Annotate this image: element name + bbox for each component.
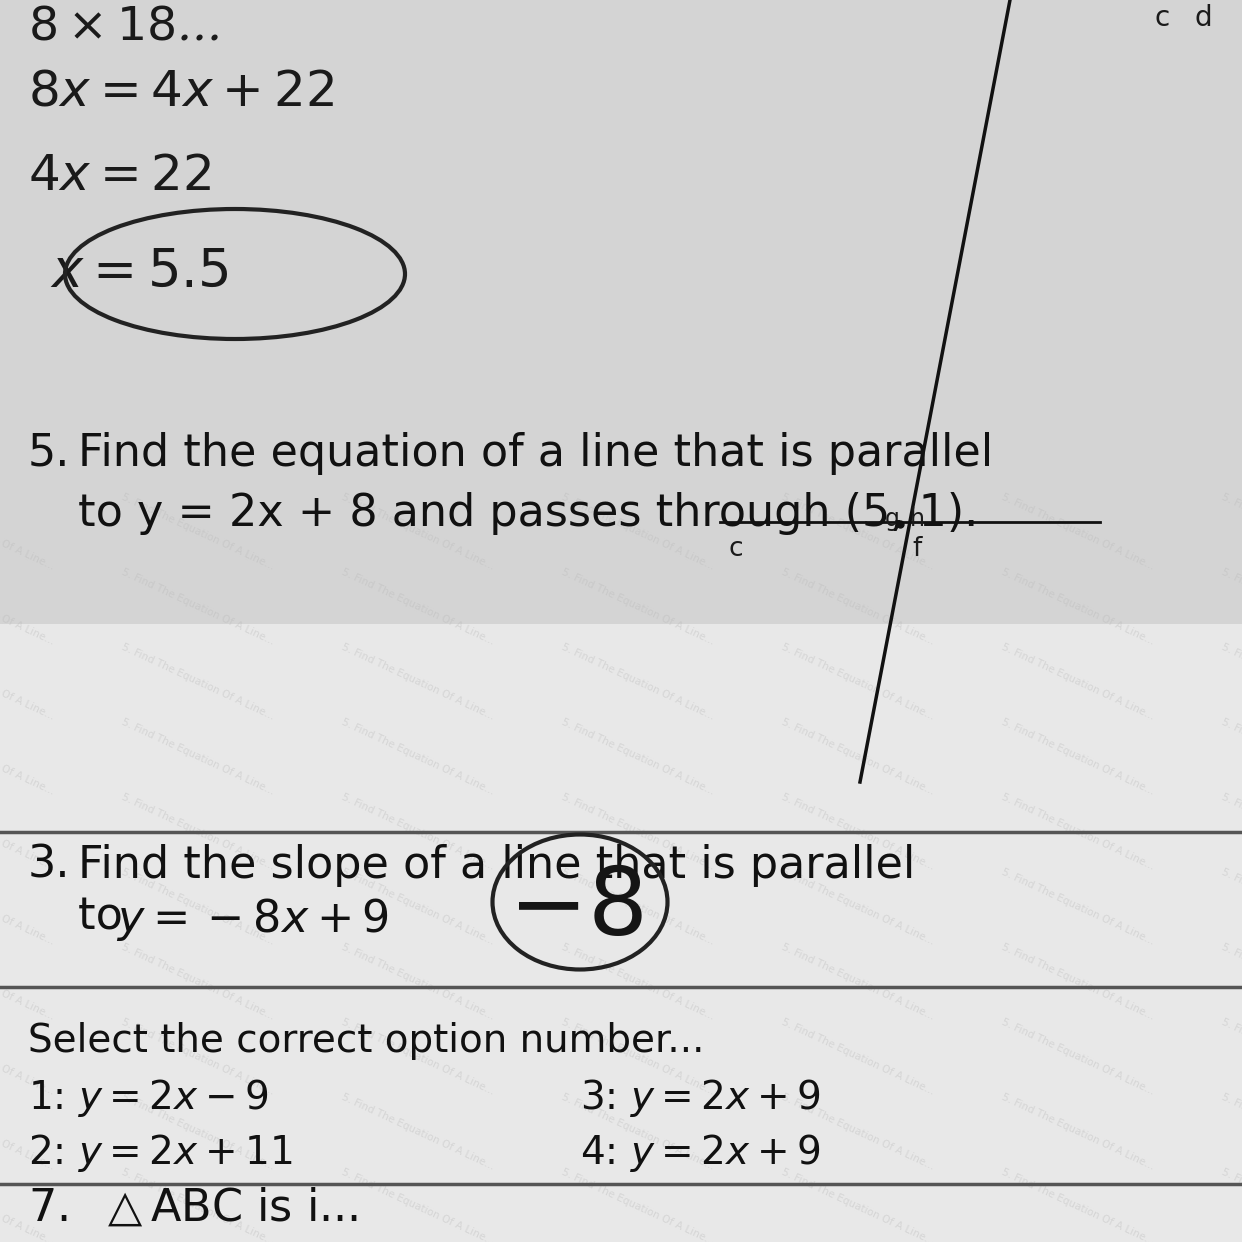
Text: 5. Find The Equation Of A Line...: 5. Find The Equation Of A Line... — [560, 792, 715, 872]
Text: 5. Find The Equation Of A Line...: 5. Find The Equation Of A Line... — [1000, 867, 1156, 946]
Text: 5. Find The Equation Of A Line...: 5. Find The Equation Of A Line... — [0, 642, 56, 722]
Text: 5. Find The Equation Of A Line...: 5. Find The Equation Of A Line... — [1000, 1017, 1156, 1097]
Text: Select the correct option number...: Select the correct option number... — [29, 1022, 704, 1059]
Text: 5. Find The Equation Of A Line...: 5. Find The Equation Of A Line... — [340, 867, 496, 946]
Text: 5. Find The Equation Of A Line...: 5. Find The Equation Of A Line... — [0, 792, 56, 872]
Text: c: c — [1155, 4, 1170, 32]
Text: 5. Find The Equation Of A Line...: 5. Find The Equation Of A Line... — [340, 1167, 496, 1242]
Text: 5. Find The Equation Of A Line...: 5. Find The Equation Of A Line... — [120, 492, 276, 571]
Text: 5. Find The Equation Of A Line...: 5. Find The Equation Of A Line... — [340, 492, 496, 571]
Text: 5. Find The Equation Of A Line...: 5. Find The Equation Of A Line... — [340, 717, 496, 797]
Text: 5. Find The Equation Of A Line...: 5. Find The Equation Of A Line... — [560, 1167, 715, 1242]
Text: 5. Find The Equation Of A Line...: 5. Find The Equation Of A Line... — [0, 1167, 56, 1242]
Text: 5. Find The Equation Of A Line...: 5. Find The Equation Of A Line... — [1000, 1167, 1156, 1242]
Text: 5. Find The Equation Of A Line...: 5. Find The Equation Of A Line... — [560, 941, 715, 1022]
Text: 2: $y = 2x + 11$: 2: $y = 2x + 11$ — [29, 1131, 292, 1174]
Text: 5. Find The Equation Of A Line...: 5. Find The Equation Of A Line... — [120, 642, 276, 722]
Text: $4x = 22$: $4x = 22$ — [29, 152, 211, 201]
Text: 5. Find The Equation Of A Line...: 5. Find The Equation Of A Line... — [0, 1092, 56, 1171]
Text: 5. Find The Equation Of A Line...: 5. Find The Equation Of A Line... — [0, 492, 56, 571]
Text: 5. Find The Equation Of A Line...: 5. Find The Equation Of A Line... — [560, 1017, 715, 1097]
FancyBboxPatch shape — [0, 0, 1242, 832]
Text: 5. Find The Equation Of A Line...: 5. Find The Equation Of A Line... — [780, 642, 936, 722]
Text: $y = -8x + 9$: $y = -8x + 9$ — [116, 895, 389, 943]
Text: 5. Find The Equation Of A Line...: 5. Find The Equation Of A Line... — [560, 492, 715, 571]
Text: 5. Find The Equation Of A Line...: 5. Find The Equation Of A Line... — [0, 568, 56, 647]
Text: 5. Find The Equation Of A Line...: 5. Find The Equation Of A Line... — [1220, 717, 1242, 797]
Text: 5. Find The Equation Of A Line...: 5. Find The Equation Of A Line... — [1220, 1092, 1242, 1171]
Text: 5. Find The Equation Of A Line...: 5. Find The Equation Of A Line... — [780, 941, 936, 1022]
Text: 3.: 3. — [29, 845, 71, 887]
Text: $8x = 4x + 22$: $8x = 4x + 22$ — [29, 67, 334, 117]
Text: f: f — [912, 537, 922, 561]
Text: 5. Find The Equation Of A Line...: 5. Find The Equation Of A Line... — [560, 867, 715, 946]
Text: Find the equation of a line that is parallel: Find the equation of a line that is para… — [78, 432, 994, 474]
Text: 5. Find The Equation Of A Line...: 5. Find The Equation Of A Line... — [1220, 492, 1242, 571]
Text: 5.: 5. — [29, 432, 71, 474]
Text: 5. Find The Equation Of A Line...: 5. Find The Equation Of A Line... — [560, 717, 715, 797]
Text: 5. Find The Equation Of A Line...: 5. Find The Equation Of A Line... — [560, 1092, 715, 1171]
Text: 5. Find The Equation Of A Line...: 5. Find The Equation Of A Line... — [1220, 792, 1242, 872]
Text: 5. Find The Equation Of A Line...: 5. Find The Equation Of A Line... — [1220, 1167, 1242, 1242]
Text: 5. Find The Equation Of A Line...: 5. Find The Equation Of A Line... — [1220, 867, 1242, 946]
Text: 5. Find The Equation Of A Line...: 5. Find The Equation Of A Line... — [1000, 642, 1156, 722]
Text: 5. Find The Equation Of A Line...: 5. Find The Equation Of A Line... — [1000, 1092, 1156, 1171]
Text: 5. Find The Equation Of A Line...: 5. Find The Equation Of A Line... — [120, 792, 276, 872]
Text: 5. Find The Equation Of A Line...: 5. Find The Equation Of A Line... — [120, 717, 276, 797]
Text: 5. Find The Equation Of A Line...: 5. Find The Equation Of A Line... — [0, 867, 56, 946]
Text: 5. Find The Equation Of A Line...: 5. Find The Equation Of A Line... — [120, 568, 276, 647]
Text: c: c — [728, 537, 743, 561]
FancyBboxPatch shape — [0, 832, 1242, 987]
Text: 5. Find The Equation Of A Line...: 5. Find The Equation Of A Line... — [340, 941, 496, 1022]
Text: 5. Find The Equation Of A Line...: 5. Find The Equation Of A Line... — [0, 717, 56, 797]
Text: 5. Find The Equation Of A Line...: 5. Find The Equation Of A Line... — [780, 568, 936, 647]
FancyBboxPatch shape — [0, 1184, 1242, 1242]
Text: 5. Find The Equation Of A Line...: 5. Find The Equation Of A Line... — [780, 1167, 936, 1242]
Text: $-8$: $-8$ — [508, 864, 643, 954]
Text: d: d — [1195, 4, 1212, 32]
Text: 4: $y = 2x + 9$: 4: $y = 2x + 9$ — [580, 1131, 821, 1174]
Text: 5. Find The Equation Of A Line...: 5. Find The Equation Of A Line... — [0, 941, 56, 1022]
Text: 5. Find The Equation Of A Line...: 5. Find The Equation Of A Line... — [120, 867, 276, 946]
Text: 5. Find The Equation Of A Line...: 5. Find The Equation Of A Line... — [780, 717, 936, 797]
Text: to: to — [78, 895, 137, 939]
Text: 5. Find The Equation Of A Line...: 5. Find The Equation Of A Line... — [780, 1017, 936, 1097]
Text: g: g — [886, 507, 900, 532]
Text: 3: $y = 2x + 9$: 3: $y = 2x + 9$ — [580, 1077, 821, 1119]
Text: 5. Find The Equation Of A Line...: 5. Find The Equation Of A Line... — [120, 1092, 276, 1171]
Text: 5. Find The Equation Of A Line...: 5. Find The Equation Of A Line... — [340, 1092, 496, 1171]
Text: 5. Find The Equation Of A Line...: 5. Find The Equation Of A Line... — [1220, 1017, 1242, 1097]
Text: 5. Find The Equation Of A Line...: 5. Find The Equation Of A Line... — [560, 642, 715, 722]
Text: 5. Find The Equation Of A Line...: 5. Find The Equation Of A Line... — [120, 1017, 276, 1097]
Text: 5. Find The Equation Of A Line...: 5. Find The Equation Of A Line... — [1000, 568, 1156, 647]
Text: 5. Find The Equation Of A Line...: 5. Find The Equation Of A Line... — [120, 941, 276, 1022]
Text: 5. Find The Equation Of A Line...: 5. Find The Equation Of A Line... — [1000, 717, 1156, 797]
Text: 5. Find The Equation Of A Line...: 5. Find The Equation Of A Line... — [1000, 792, 1156, 872]
Text: 5. Find The Equation Of A Line...: 5. Find The Equation Of A Line... — [780, 867, 936, 946]
Text: 5. Find The Equation Of A Line...: 5. Find The Equation Of A Line... — [560, 568, 715, 647]
Text: Find the slope of a line that is parallel: Find the slope of a line that is paralle… — [78, 845, 915, 887]
Text: 5. Find The Equation Of A Line...: 5. Find The Equation Of A Line... — [780, 492, 936, 571]
Text: 5. Find The Equation Of A Line...: 5. Find The Equation Of A Line... — [340, 642, 496, 722]
Text: 5. Find The Equation Of A Line...: 5. Find The Equation Of A Line... — [1220, 642, 1242, 722]
Text: 7.  $\triangle$ABC is i...: 7. $\triangle$ABC is i... — [29, 1187, 358, 1230]
Text: 5. Find The Equation Of A Line...: 5. Find The Equation Of A Line... — [340, 792, 496, 872]
Text: 5. Find The Equation Of A Line...: 5. Find The Equation Of A Line... — [780, 792, 936, 872]
Text: 5. Find The Equation Of A Line...: 5. Find The Equation Of A Line... — [340, 1017, 496, 1097]
Text: 5. Find The Equation Of A Line...: 5. Find The Equation Of A Line... — [1000, 941, 1156, 1022]
Text: 5. Find The Equation Of A Line...: 5. Find The Equation Of A Line... — [1000, 492, 1156, 571]
FancyBboxPatch shape — [0, 623, 1242, 1184]
Text: h: h — [910, 507, 925, 532]
Text: $8 \times 18$...: $8 \times 18$... — [29, 4, 219, 50]
Text: 5. Find The Equation Of A Line...: 5. Find The Equation Of A Line... — [0, 1017, 56, 1097]
Text: 1: $y = 2x - 9$: 1: $y = 2x - 9$ — [29, 1077, 268, 1119]
Text: 5. Find The Equation Of A Line...: 5. Find The Equation Of A Line... — [1220, 568, 1242, 647]
Text: 5. Find The Equation Of A Line...: 5. Find The Equation Of A Line... — [120, 1167, 276, 1242]
Text: 5. Find The Equation Of A Line...: 5. Find The Equation Of A Line... — [1220, 941, 1242, 1022]
Text: to y = 2x + 8 and passes through (5, 1).: to y = 2x + 8 and passes through (5, 1). — [78, 492, 979, 535]
Text: 5. Find The Equation Of A Line...: 5. Find The Equation Of A Line... — [340, 568, 496, 647]
Text: 5. Find The Equation Of A Line...: 5. Find The Equation Of A Line... — [780, 1092, 936, 1171]
Text: $x = 5.5$: $x = 5.5$ — [50, 247, 229, 298]
